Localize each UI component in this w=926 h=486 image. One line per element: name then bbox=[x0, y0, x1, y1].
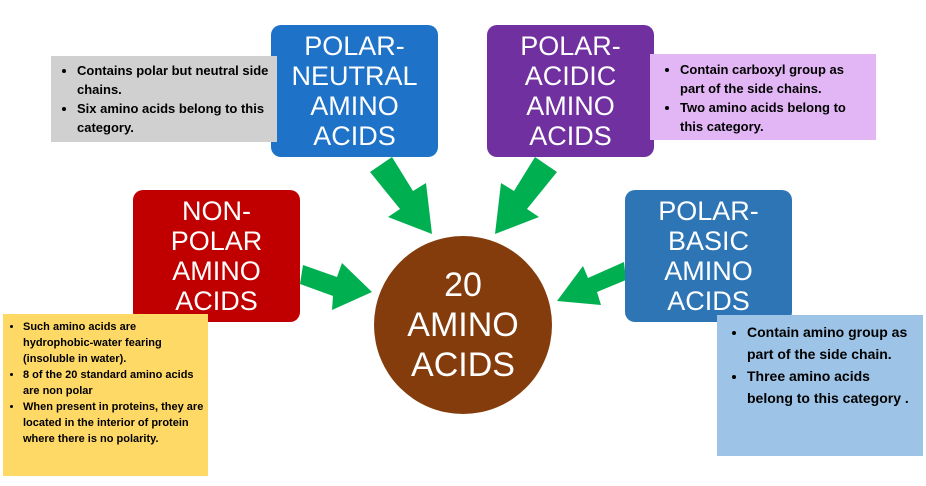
arrow-from-polar-basic bbox=[557, 262, 626, 305]
box-line: NEUTRAL bbox=[291, 61, 418, 91]
note-item: When present in proteins, they are locat… bbox=[23, 399, 204, 447]
box-line: ACIDS bbox=[529, 121, 612, 151]
box-line: ACIDIC bbox=[524, 61, 617, 91]
arrow-from-polar-acidic bbox=[495, 157, 557, 234]
arrow-from-polar-neutral bbox=[370, 157, 432, 234]
box-line: POLAR- bbox=[520, 31, 621, 61]
non-polar-note: Such amino acids are hydrophobic-water f… bbox=[3, 314, 208, 476]
polar-acidic-note: Contain carboxyl group as part of the si… bbox=[650, 54, 876, 140]
center-line: 20 bbox=[444, 266, 482, 304]
box-line: AMINO bbox=[664, 256, 753, 286]
box-line: POLAR bbox=[170, 226, 263, 256]
polar-basic-box: POLAR- BASIC AMINO ACIDS bbox=[625, 190, 792, 322]
box-line: AMINO bbox=[526, 91, 615, 121]
polar-neutral-note: Contains polar but neutral side chains. … bbox=[51, 56, 277, 142]
center-line: AMINO bbox=[407, 306, 519, 344]
box-line: ACIDS bbox=[667, 286, 750, 316]
center-circle: 20 AMINO ACIDS bbox=[374, 236, 552, 414]
note-item: Contain carboxyl group as part of the si… bbox=[680, 60, 870, 98]
box-line: AMINO bbox=[172, 256, 261, 286]
non-polar-box: NON- POLAR AMINO ACIDS bbox=[133, 190, 300, 322]
box-line: ACIDS bbox=[175, 286, 258, 316]
box-line: ACIDS bbox=[313, 121, 396, 151]
polar-basic-note: Contain amino group as part of the side … bbox=[717, 315, 923, 456]
box-line: POLAR- bbox=[658, 196, 759, 226]
note-item: Such amino acids are hydrophobic-water f… bbox=[23, 319, 204, 367]
polar-neutral-box: POLAR- NEUTRAL AMINO ACIDS bbox=[271, 25, 438, 157]
note-item: 8 of the 20 standard amino acids are non… bbox=[23, 367, 204, 399]
note-item: Two amino acids belong to this category. bbox=[680, 98, 870, 136]
note-item: Contains polar but neutral side chains. bbox=[77, 61, 271, 99]
note-item: Six amino acids belong to this category. bbox=[77, 99, 271, 137]
center-line: ACIDS bbox=[411, 346, 515, 384]
note-item: Three amino acids belong to this categor… bbox=[747, 365, 917, 409]
polar-acidic-box: POLAR- ACIDIC AMINO ACIDS bbox=[487, 25, 654, 157]
arrow-from-non-polar bbox=[300, 263, 372, 310]
box-line: AMINO bbox=[310, 91, 399, 121]
box-line: NON- bbox=[182, 196, 251, 226]
note-item: Contain amino group as part of the side … bbox=[747, 321, 917, 365]
box-line: BASIC bbox=[667, 226, 750, 256]
box-line: POLAR- bbox=[304, 31, 405, 61]
